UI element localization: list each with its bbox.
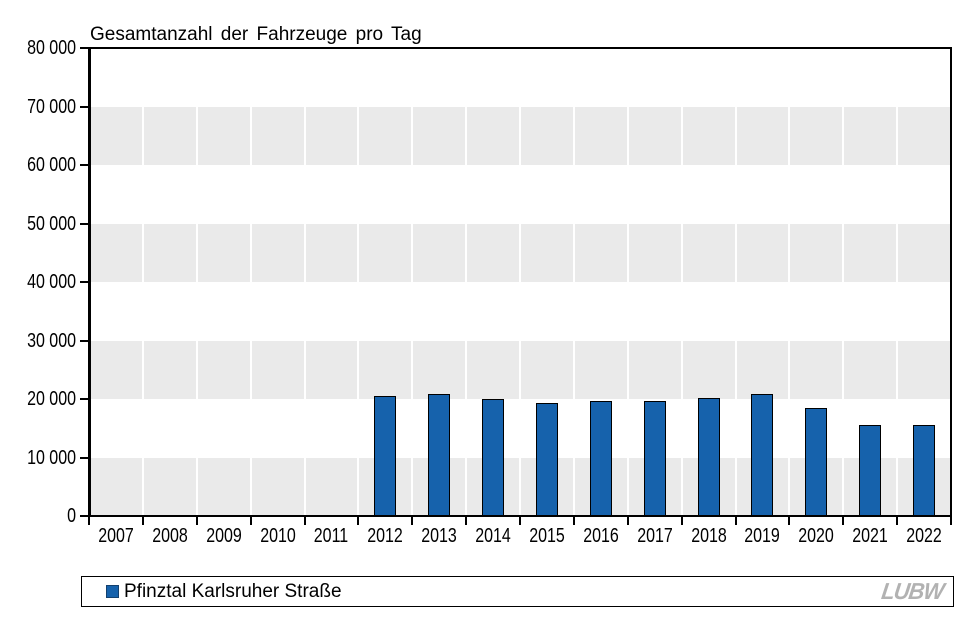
y-tick-label: 20 000 xyxy=(27,388,76,410)
x-tick xyxy=(465,517,468,525)
x-tick xyxy=(88,517,90,525)
x-tick xyxy=(680,517,683,525)
y-tick-label: 50 000 xyxy=(27,212,76,235)
y-tick xyxy=(80,281,88,283)
x-tick xyxy=(357,517,360,525)
vertical-gridline xyxy=(141,48,144,516)
x-tick-label: 2008 xyxy=(152,525,188,547)
legend-label: Pfinztal Karlsruher Straße xyxy=(124,580,342,602)
plot-border-right xyxy=(950,47,952,516)
y-tick-label: 60 000 xyxy=(27,154,76,176)
y-axis xyxy=(88,47,91,516)
x-tick xyxy=(572,517,575,525)
x-tick xyxy=(842,517,845,525)
lubw-logo: LUBW xyxy=(879,578,946,604)
y-tick xyxy=(80,515,88,517)
bar xyxy=(643,401,666,516)
y-tick xyxy=(80,456,88,459)
vertical-gridline xyxy=(357,48,360,516)
x-tick-label: 2020 xyxy=(798,525,835,547)
x-tick-label: 2011 xyxy=(314,525,349,547)
plot-area xyxy=(89,48,951,516)
y-tick xyxy=(80,339,88,342)
y-tick xyxy=(80,222,88,225)
bar xyxy=(589,400,612,516)
x-axis xyxy=(88,514,952,517)
vertical-gridline xyxy=(519,48,521,516)
bar xyxy=(697,397,720,516)
y-tick xyxy=(80,164,88,166)
x-tick xyxy=(788,517,791,525)
y-tick-label: 80 000 xyxy=(27,37,76,59)
x-tick xyxy=(141,517,144,525)
bar xyxy=(751,394,774,516)
vertical-gridline xyxy=(572,48,575,516)
vertical-gridline xyxy=(195,48,198,516)
x-tick xyxy=(303,517,306,525)
legend-marker-icon xyxy=(106,585,119,598)
vertical-gridline xyxy=(680,48,683,516)
x-tick-label: 2018 xyxy=(690,525,727,547)
x-tick-label: 2010 xyxy=(259,525,296,547)
x-tick xyxy=(411,517,414,525)
x-tick-label: 2021 xyxy=(852,525,888,547)
x-tick-label: 2019 xyxy=(744,525,781,547)
y-tick-label: 40 000 xyxy=(27,271,76,293)
x-tick-label: 2022 xyxy=(906,525,942,547)
x-tick-label: 2013 xyxy=(421,525,457,547)
y-tick xyxy=(80,47,88,49)
x-tick-label: 2009 xyxy=(205,525,242,547)
vertical-gridline xyxy=(626,48,629,516)
x-tick xyxy=(896,517,899,525)
legend: Pfinztal Karlsruher Straße LUBW xyxy=(81,576,954,607)
bar xyxy=(374,395,397,516)
x-tick-label: 2016 xyxy=(583,525,619,547)
vertical-gridline xyxy=(734,48,737,516)
x-tick xyxy=(195,517,198,525)
vertical-gridline xyxy=(788,48,791,516)
y-tick xyxy=(80,105,88,108)
vertical-gridline xyxy=(465,48,468,516)
y-tick-label: 10 000 xyxy=(27,446,76,469)
x-tick-label: 2014 xyxy=(475,525,511,547)
vertical-gridline xyxy=(303,48,306,516)
bar xyxy=(482,399,505,516)
x-tick xyxy=(626,517,629,525)
bar xyxy=(805,408,828,516)
chart-title: Gesamtanzahl der Fahrzeuge pro Tag xyxy=(90,24,422,45)
plot-border-top xyxy=(89,47,952,49)
vertical-gridline xyxy=(896,48,899,516)
x-tick xyxy=(249,517,252,525)
x-tick-label: 2017 xyxy=(636,525,673,547)
bar xyxy=(428,393,451,516)
bar xyxy=(535,403,558,516)
bar xyxy=(859,425,882,516)
vertical-gridline xyxy=(249,48,252,516)
bar xyxy=(913,425,936,516)
x-tick-label: 2012 xyxy=(367,525,404,547)
x-tick-label: 2015 xyxy=(529,525,565,547)
x-tick xyxy=(950,517,952,525)
x-tick-label: 2007 xyxy=(98,525,134,547)
vertical-gridline xyxy=(411,48,414,516)
vertical-gridline xyxy=(842,48,845,516)
x-tick xyxy=(519,517,521,525)
x-tick xyxy=(734,517,737,525)
y-tick-label: 0 xyxy=(67,505,76,527)
y-tick xyxy=(80,398,88,400)
y-tick-label: 30 000 xyxy=(27,329,76,352)
y-tick-label: 70 000 xyxy=(27,95,76,118)
